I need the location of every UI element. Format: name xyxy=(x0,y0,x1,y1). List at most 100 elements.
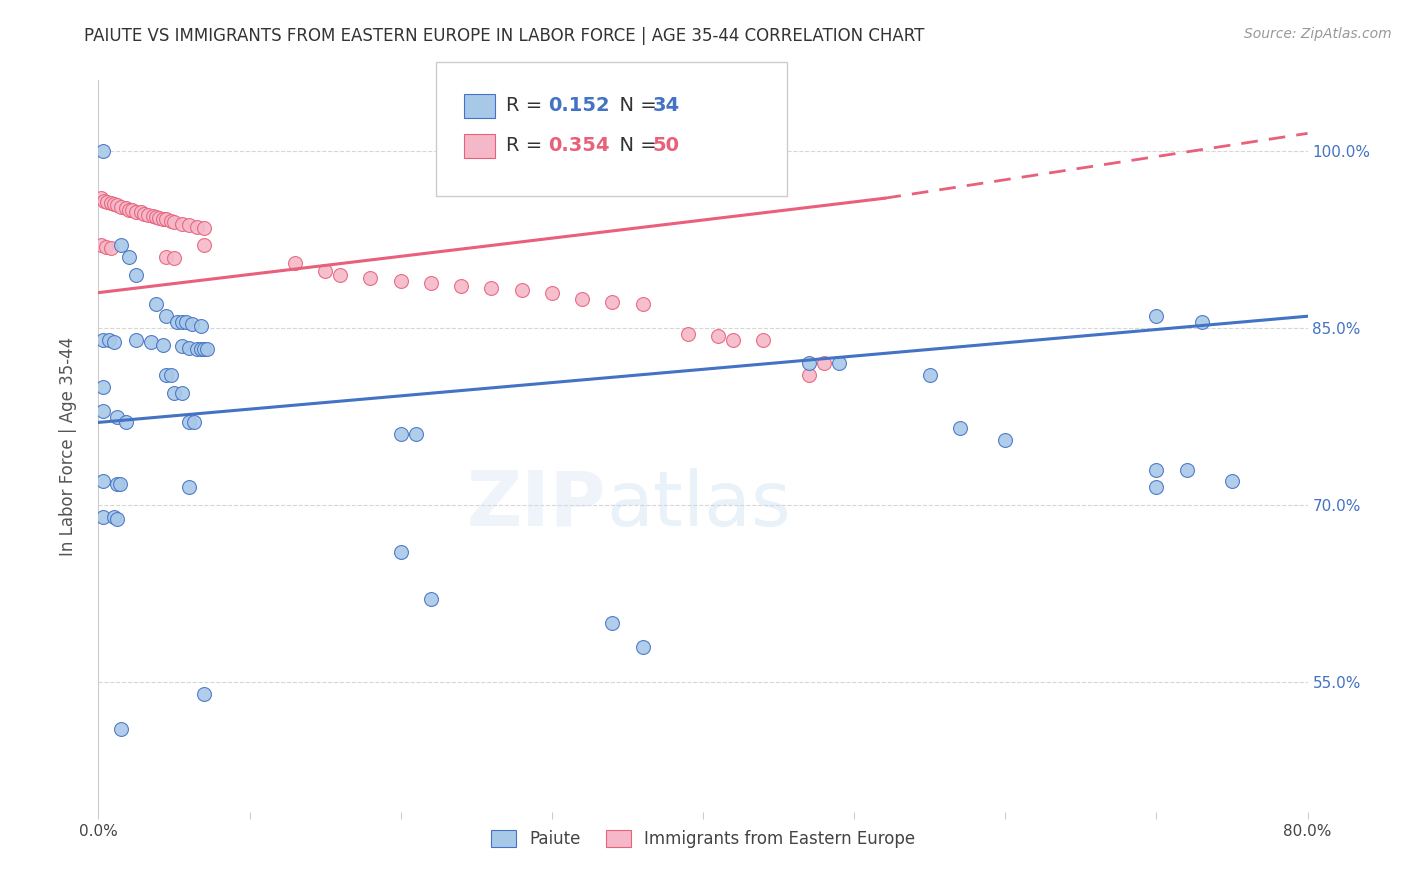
Point xyxy=(1144,462,1167,476)
Point xyxy=(183,416,205,430)
Point xyxy=(389,427,412,442)
Point xyxy=(96,194,118,209)
Point xyxy=(360,271,382,285)
Text: PAIUTE VS IMMIGRANTS FROM EASTERN EUROPE IN LABOR FORCE | AGE 35-44 CORRELATION : PAIUTE VS IMMIGRANTS FROM EASTERN EUROPE… xyxy=(84,27,925,45)
Point xyxy=(190,318,212,333)
Point xyxy=(152,212,174,227)
Point xyxy=(179,219,201,233)
Point xyxy=(193,220,215,235)
Point xyxy=(193,238,215,252)
Point xyxy=(152,337,174,351)
Point xyxy=(752,333,775,347)
Point xyxy=(797,368,820,383)
Point xyxy=(174,315,197,329)
Point xyxy=(813,356,835,370)
Point xyxy=(110,200,132,214)
Point xyxy=(723,333,745,347)
Point xyxy=(90,238,112,252)
Point xyxy=(142,209,165,223)
Point xyxy=(1144,310,1167,324)
Point xyxy=(676,326,699,341)
Point xyxy=(163,252,186,266)
Point xyxy=(389,274,412,288)
Text: R =: R = xyxy=(506,136,548,155)
Point xyxy=(170,385,193,400)
Point xyxy=(105,198,128,212)
Point xyxy=(103,197,125,211)
Point xyxy=(105,512,128,526)
Point xyxy=(108,476,131,491)
Point xyxy=(145,210,167,224)
Point xyxy=(193,343,215,357)
Text: 50: 50 xyxy=(652,136,679,155)
Point xyxy=(118,202,141,217)
Point xyxy=(94,239,117,253)
Point xyxy=(103,335,125,350)
Point xyxy=(105,476,128,491)
Point xyxy=(193,687,215,701)
Point xyxy=(125,268,148,282)
Point xyxy=(98,333,121,347)
Point xyxy=(105,409,128,424)
Text: 0.152: 0.152 xyxy=(548,95,610,115)
Point xyxy=(91,144,114,158)
Point xyxy=(540,285,562,300)
Point xyxy=(450,278,472,293)
Point xyxy=(707,329,730,343)
Point xyxy=(994,433,1017,447)
Point xyxy=(170,315,193,329)
Point xyxy=(91,509,114,524)
Point xyxy=(405,427,427,442)
Y-axis label: In Labor Force | Age 35-44: In Labor Force | Age 35-44 xyxy=(59,336,77,556)
Point xyxy=(1220,475,1243,489)
Point xyxy=(828,356,851,370)
Text: R =: R = xyxy=(506,95,548,115)
Point xyxy=(132,206,155,220)
Point xyxy=(481,281,503,295)
Point xyxy=(179,341,201,355)
Point xyxy=(125,333,148,347)
Point xyxy=(91,333,114,347)
Point xyxy=(129,205,152,219)
Point xyxy=(602,615,624,630)
Point xyxy=(91,380,114,394)
Point xyxy=(118,250,141,264)
Point xyxy=(631,640,654,654)
Point xyxy=(1191,315,1213,329)
Point xyxy=(420,276,443,290)
Point xyxy=(602,295,624,310)
Point xyxy=(797,356,820,370)
Point xyxy=(510,283,533,297)
Point xyxy=(110,722,132,736)
Point xyxy=(91,475,114,489)
Point xyxy=(155,212,177,227)
Text: N =: N = xyxy=(607,136,664,155)
Point xyxy=(114,201,136,215)
Point xyxy=(631,297,654,311)
Point xyxy=(145,297,167,311)
Text: Source: ZipAtlas.com: Source: ZipAtlas.com xyxy=(1244,27,1392,41)
Point xyxy=(91,403,114,417)
Text: atlas: atlas xyxy=(606,467,792,541)
Point xyxy=(155,250,177,264)
Point xyxy=(160,368,183,383)
Point xyxy=(163,385,186,400)
Point xyxy=(918,368,941,383)
Legend: Paiute, Immigrants from Eastern Europe: Paiute, Immigrants from Eastern Europe xyxy=(484,823,922,855)
Point xyxy=(100,241,122,255)
Point xyxy=(190,343,212,357)
Point xyxy=(155,310,177,324)
Point xyxy=(163,215,186,229)
Point xyxy=(420,592,443,607)
Point xyxy=(389,545,412,559)
Point xyxy=(1144,480,1167,494)
Point xyxy=(166,315,188,329)
Text: 0.354: 0.354 xyxy=(548,136,610,155)
Point xyxy=(186,219,208,234)
Point xyxy=(170,339,193,353)
Text: N =: N = xyxy=(607,95,664,115)
Point xyxy=(181,318,204,332)
Point xyxy=(141,335,163,350)
Text: ZIP: ZIP xyxy=(467,467,606,541)
Point xyxy=(148,211,170,226)
